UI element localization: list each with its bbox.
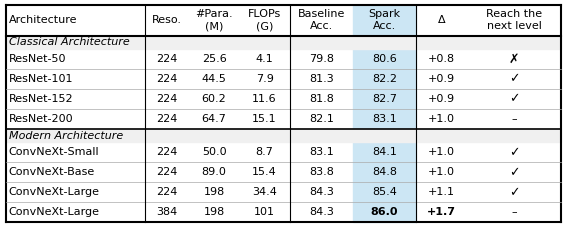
Text: 224: 224 — [156, 74, 177, 84]
Bar — [6, 129, 561, 142]
Text: 79.8: 79.8 — [309, 54, 334, 64]
Text: 82.1: 82.1 — [309, 114, 334, 124]
Text: +1.0: +1.0 — [428, 167, 455, 177]
Text: ✓: ✓ — [509, 186, 519, 199]
Text: ConvNeXt-Small: ConvNeXt-Small — [9, 147, 99, 157]
Text: 85.4: 85.4 — [372, 187, 397, 197]
Text: 8.7: 8.7 — [256, 147, 273, 157]
Text: ResNet-101: ResNet-101 — [9, 74, 73, 84]
Text: 4.1: 4.1 — [256, 54, 273, 64]
Text: +1.7: +1.7 — [427, 207, 456, 217]
Text: Spark
Acc.: Spark Acc. — [369, 10, 401, 31]
Text: 44.5: 44.5 — [202, 74, 226, 84]
Text: 198: 198 — [204, 187, 225, 197]
Text: 15.1: 15.1 — [252, 114, 277, 124]
Bar — [353, 5, 416, 222]
Text: ConvNeXt-Large: ConvNeXt-Large — [9, 207, 99, 217]
Text: 198: 198 — [204, 207, 225, 217]
Text: Reso.: Reso. — [152, 15, 181, 25]
Text: 384: 384 — [156, 207, 177, 217]
Text: 60.2: 60.2 — [202, 94, 226, 104]
Text: 83.1: 83.1 — [309, 147, 334, 157]
Text: Classical Architecture: Classical Architecture — [9, 37, 129, 47]
Text: 84.1: 84.1 — [372, 147, 397, 157]
Text: ConvNeXt-Large: ConvNeXt-Large — [9, 187, 99, 197]
Text: ResNet-200: ResNet-200 — [9, 114, 73, 124]
Text: 224: 224 — [156, 94, 177, 104]
Text: Modern Architecture: Modern Architecture — [9, 131, 122, 141]
Text: 7.9: 7.9 — [256, 74, 273, 84]
Text: +1.0: +1.0 — [428, 147, 455, 157]
Text: +1.1: +1.1 — [428, 187, 455, 197]
Text: ResNet-152: ResNet-152 — [9, 94, 73, 104]
Text: 224: 224 — [156, 54, 177, 64]
Text: 89.0: 89.0 — [202, 167, 226, 177]
Text: 81.8: 81.8 — [309, 94, 334, 104]
Text: 34.4: 34.4 — [252, 187, 277, 197]
Text: 25.6: 25.6 — [202, 54, 226, 64]
Text: 84.3: 84.3 — [309, 207, 334, 217]
Text: ConvNeXt-Base: ConvNeXt-Base — [9, 167, 95, 177]
Text: 80.6: 80.6 — [372, 54, 397, 64]
Text: Reach the
next level: Reach the next level — [486, 10, 542, 31]
Text: #Para.
(M): #Para. (M) — [195, 10, 233, 31]
Text: 86.0: 86.0 — [371, 207, 398, 217]
Bar — [6, 36, 561, 49]
Text: ✗: ✗ — [509, 52, 519, 66]
Text: ResNet-50: ResNet-50 — [9, 54, 66, 64]
Text: –: – — [511, 207, 517, 217]
Text: 82.7: 82.7 — [372, 94, 397, 104]
Text: 83.1: 83.1 — [372, 114, 397, 124]
Text: 82.2: 82.2 — [372, 74, 397, 84]
Text: ✓: ✓ — [509, 146, 519, 159]
Text: 15.4: 15.4 — [252, 167, 277, 177]
Text: +1.0: +1.0 — [428, 114, 455, 124]
Text: 224: 224 — [156, 147, 177, 157]
Text: +0.9: +0.9 — [428, 74, 455, 84]
Text: +0.9: +0.9 — [428, 94, 455, 104]
Text: 101: 101 — [254, 207, 275, 217]
Text: 224: 224 — [156, 114, 177, 124]
Text: –: – — [511, 114, 517, 124]
Text: 83.8: 83.8 — [309, 167, 334, 177]
Text: 84.3: 84.3 — [309, 187, 334, 197]
Text: FLOPs
(G): FLOPs (G) — [248, 10, 281, 31]
Text: +0.8: +0.8 — [428, 54, 455, 64]
Text: Δ: Δ — [438, 15, 445, 25]
Text: 11.6: 11.6 — [252, 94, 277, 104]
Text: 224: 224 — [156, 167, 177, 177]
Text: 224: 224 — [156, 187, 177, 197]
Text: 81.3: 81.3 — [309, 74, 334, 84]
Text: 50.0: 50.0 — [202, 147, 226, 157]
Text: ✓: ✓ — [509, 166, 519, 179]
Text: 84.8: 84.8 — [372, 167, 397, 177]
Text: ✓: ✓ — [509, 73, 519, 86]
Text: ✓: ✓ — [509, 93, 519, 106]
Text: Baseline
Acc.: Baseline Acc. — [298, 10, 345, 31]
Text: 64.7: 64.7 — [202, 114, 226, 124]
Text: Architecture: Architecture — [9, 15, 77, 25]
